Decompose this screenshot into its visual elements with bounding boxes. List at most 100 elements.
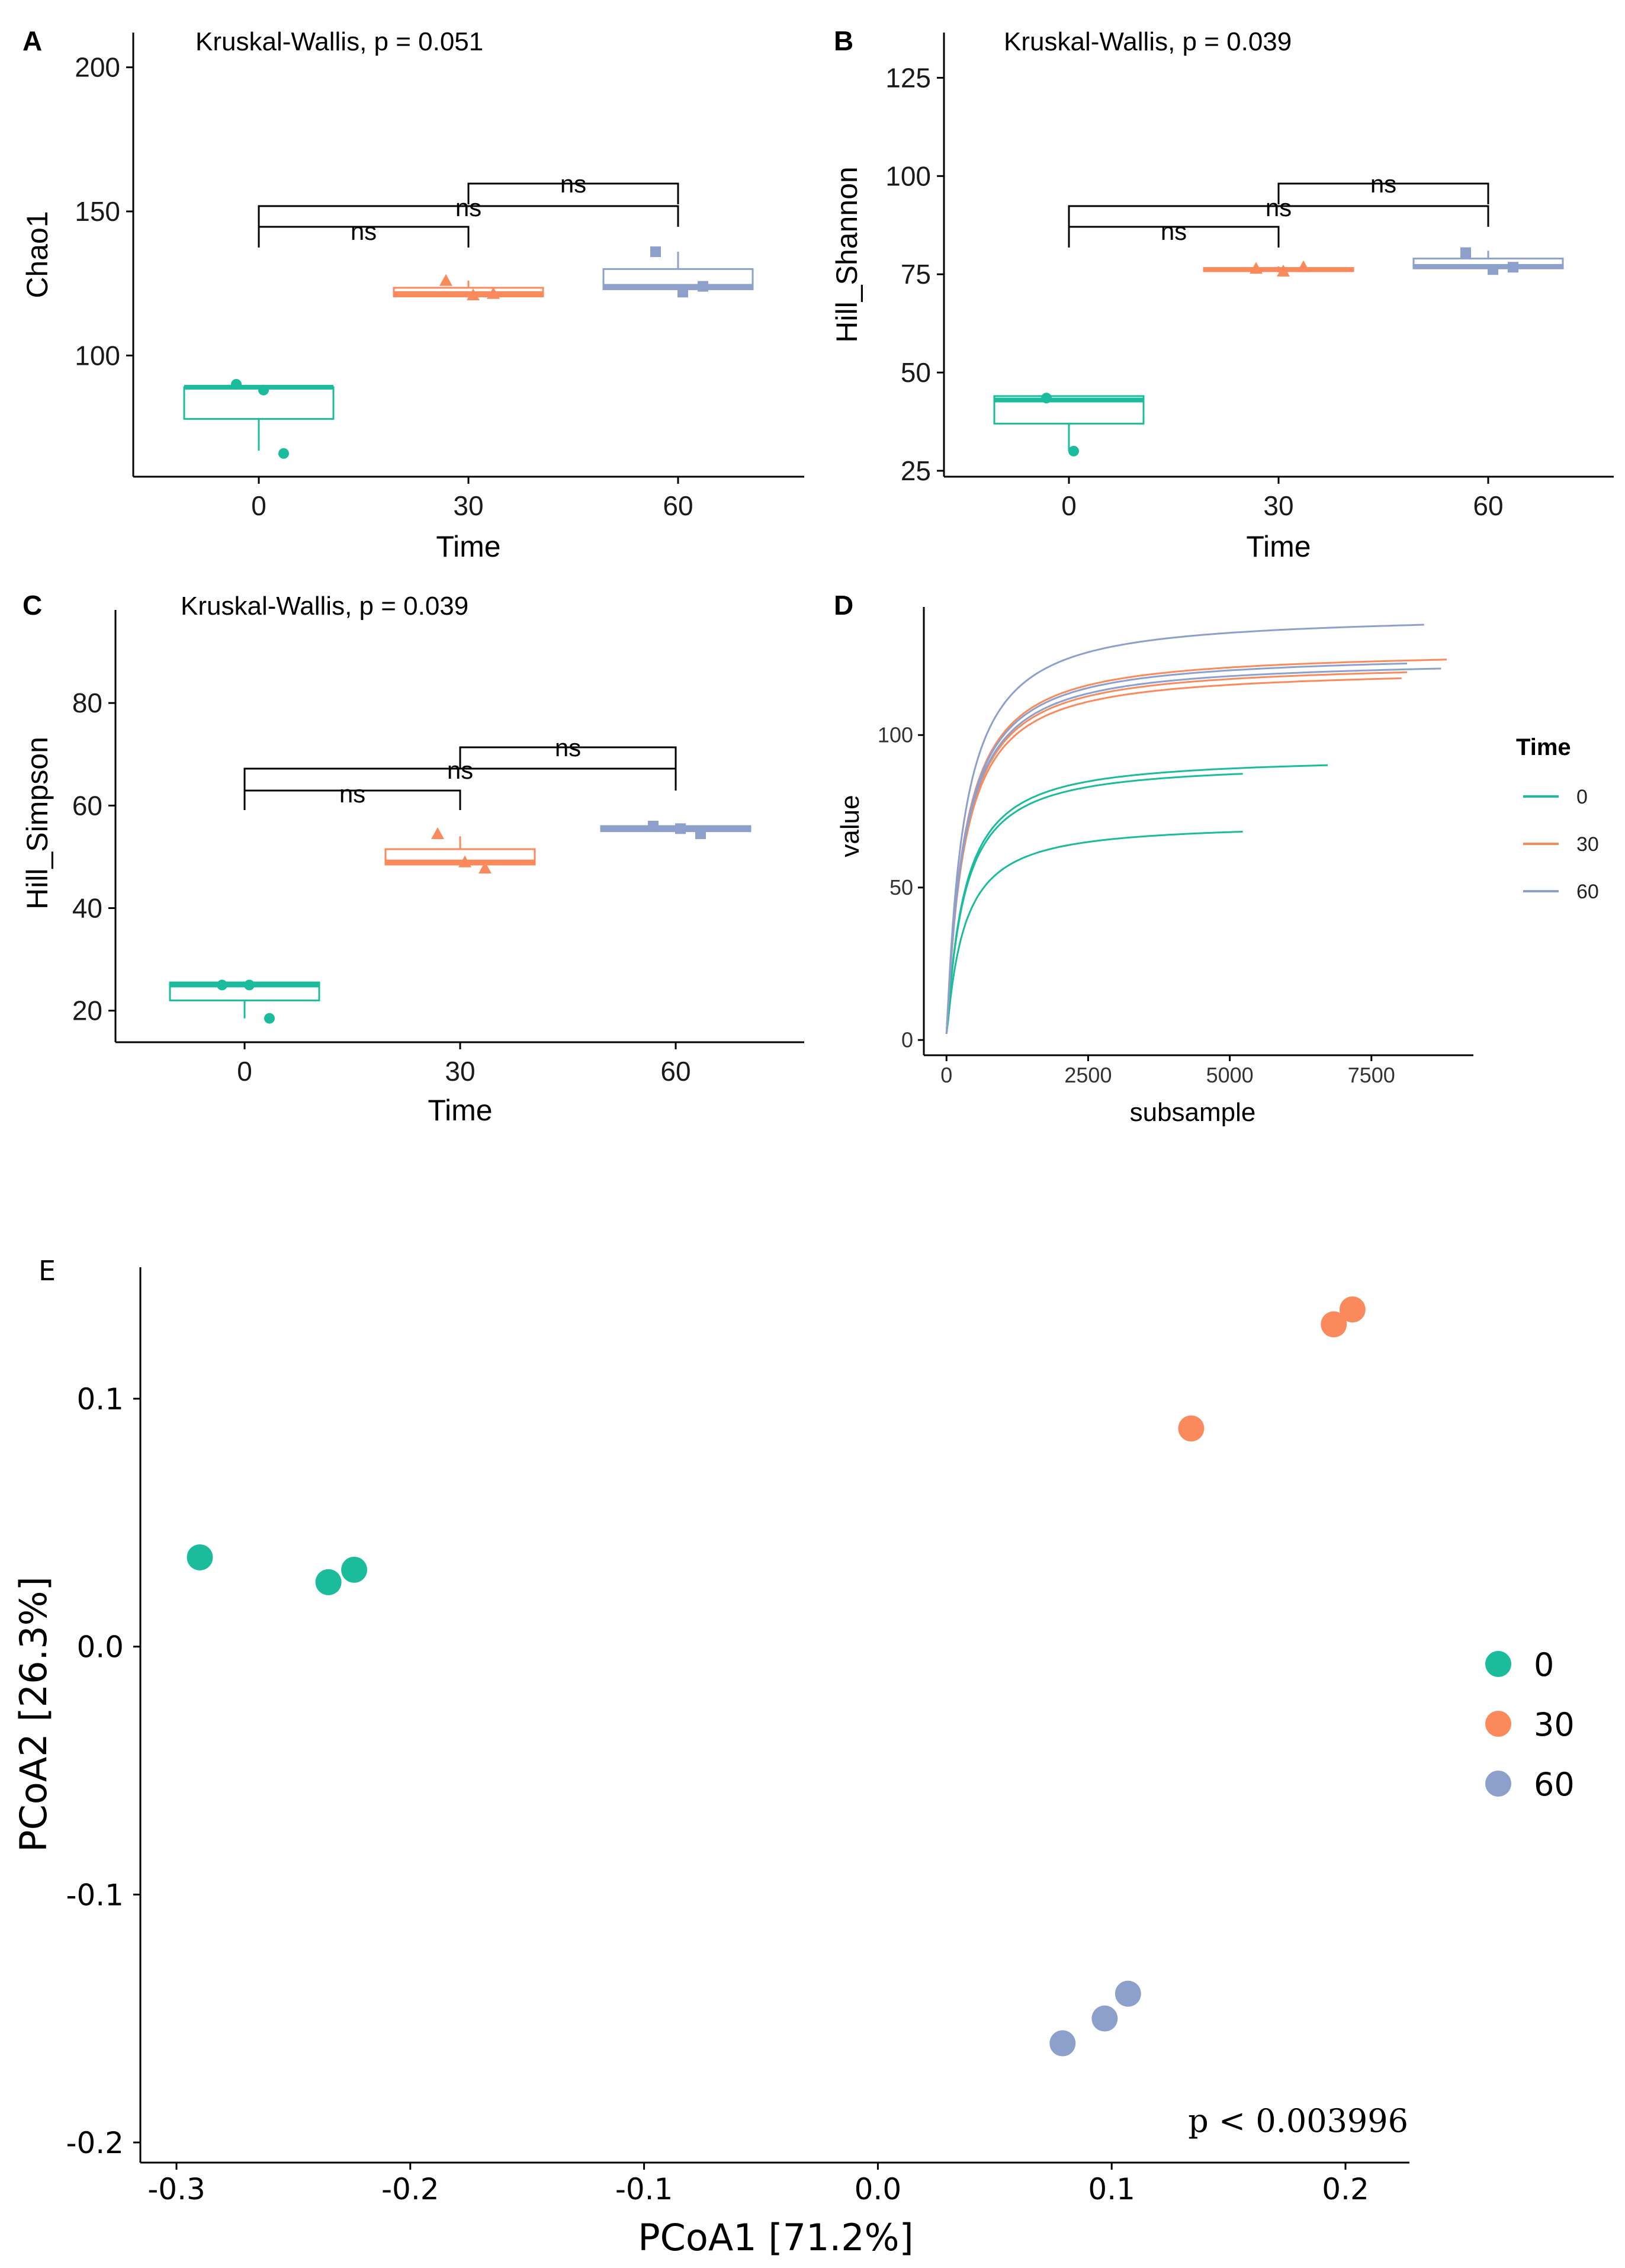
y-tick-label: 200 <box>75 52 120 83</box>
y-tick-label: 75 <box>901 259 931 290</box>
comparison-bracket <box>243 789 461 810</box>
y-axis-title: Chao1 <box>21 211 54 298</box>
comparison-bracket <box>1068 205 1489 227</box>
comparison-label: ns <box>560 170 586 198</box>
legend-label: 30 <box>1576 833 1599 856</box>
panel-letter: E <box>38 1255 56 1287</box>
x-tick-label: 60 <box>1473 490 1503 521</box>
panel-A: A Kruskal-Wallis, p = 0.051 100 150 200 0 30 60… <box>21 25 804 563</box>
box-body <box>169 981 320 1001</box>
data-point <box>1460 247 1471 258</box>
x-tick-label: 60 <box>660 1056 691 1087</box>
panel-D: D 0 50 100 0 2500 5000 7500 subsample value Time 0 3… <box>834 590 1599 1127</box>
legend-swatch <box>1485 1771 1511 1797</box>
x-axis-title: subsample <box>1130 1098 1256 1127</box>
rarefaction-line <box>945 658 1447 1035</box>
box-body <box>993 395 1145 425</box>
data-point <box>467 288 480 301</box>
y-tick-label: 0 <box>901 1027 913 1052</box>
legend-label: 60 <box>1576 881 1599 903</box>
data-point <box>650 246 661 258</box>
y-tick-label: 50 <box>901 357 931 388</box>
scatter-point <box>1321 1311 1347 1338</box>
x-tick-label: 0 <box>251 490 266 521</box>
data-point <box>231 379 242 390</box>
data-point <box>648 821 659 831</box>
y-tick-label: 25 <box>901 455 931 486</box>
y-tick-label: 40 <box>72 893 102 924</box>
legend-swatch <box>1485 1651 1511 1677</box>
panel-letter: C <box>23 590 42 621</box>
scatter-point <box>1115 1980 1141 2007</box>
comparison-label: ns <box>351 217 377 245</box>
x-tick-label: 0 <box>237 1056 252 1087</box>
y-axis-title: PCoA2 [26.3%] <box>12 1576 55 1852</box>
rarefaction-line <box>945 667 1441 1035</box>
x-tick-label: -0.2 <box>381 2172 439 2206</box>
data-point <box>698 281 708 292</box>
comparison-label: ns <box>555 734 581 762</box>
data-point <box>1277 264 1290 277</box>
comparison-label: ns <box>1370 170 1396 198</box>
x-tick-label: 7500 <box>1348 1063 1395 1087</box>
y-tick-label: 20 <box>72 995 102 1026</box>
legend-label: 0 <box>1576 786 1588 808</box>
rarefaction-line <box>945 662 1408 1035</box>
comparison-bracket <box>258 226 470 248</box>
y-axis-title: Hill_Shannon <box>830 166 863 342</box>
y-tick-label: 125 <box>885 62 931 93</box>
panel-B: B Kruskal-Wallis, p = 0.039 25 50 75 100 125 0 3… <box>830 25 1614 563</box>
y-axis-title: Hill_Simpson <box>21 737 54 910</box>
scatter-point <box>1091 2005 1118 2032</box>
y-tick-label: 80 <box>72 688 102 718</box>
data-point <box>439 274 452 286</box>
x-axis-title: PCoA1 [71.2%] <box>638 2216 914 2259</box>
data-point <box>217 979 227 991</box>
panel-letter: A <box>23 25 42 56</box>
comparison-bracket <box>1068 226 1280 248</box>
comparison-label: ns <box>1161 217 1187 245</box>
panel-letter: D <box>834 590 853 621</box>
y-tick-label: 0.1 <box>76 1382 124 1416</box>
test-annotation: Kruskal-Wallis, p = 0.039 <box>1004 27 1292 56</box>
data-point <box>1488 264 1498 275</box>
rarefaction-line <box>945 764 1328 1035</box>
data-point <box>478 862 492 873</box>
y-tick-label: 0.0 <box>76 1630 124 1665</box>
legend-label: 30 <box>1534 1706 1575 1743</box>
data-point <box>278 448 289 459</box>
scatter-point <box>1049 2030 1076 2057</box>
x-tick-label: 30 <box>445 1056 475 1087</box>
x-tick-label: 0.1 <box>1088 2172 1135 2206</box>
y-axis-title: value <box>836 795 865 857</box>
data-point <box>264 1013 275 1024</box>
legend-label: 0 <box>1534 1646 1554 1684</box>
x-tick-label: 30 <box>453 490 483 521</box>
y-tick-label: 100 <box>75 340 120 371</box>
test-annotation: Kruskal-Wallis, p = 0.051 <box>195 27 483 56</box>
data-point <box>258 384 269 396</box>
y-tick-label: 60 <box>72 790 102 821</box>
panel-letter: B <box>834 25 853 56</box>
data-point <box>1068 445 1079 457</box>
legend-swatch <box>1485 1711 1511 1737</box>
x-tick-label: 60 <box>663 490 693 521</box>
data-point <box>677 287 688 298</box>
panel-E: E -0.2 -0.1 0.0 0.1 -0.3 -0.2 -0.1 0.0 0.1 0.2 PCoA… <box>12 1255 1575 2259</box>
legend-label: 60 <box>1534 1766 1575 1803</box>
legend-title: Time <box>1516 734 1571 760</box>
y-tick-label: 100 <box>878 722 913 747</box>
comparison-bracket <box>459 746 677 769</box>
data-point <box>244 979 255 991</box>
scatter-point <box>1178 1415 1205 1442</box>
x-tick-label: 0 <box>1061 490 1077 521</box>
x-tick-label: -0.1 <box>615 2172 673 2206</box>
comparison-label: ns <box>339 780 365 808</box>
p-value-annotation: p < 0.003996 <box>1188 2102 1408 2139</box>
scatter-point <box>315 1569 342 1595</box>
panel-C: C Kruskal-Wallis, p = 0.039 20 40 60 80 0 30 60 T… <box>21 590 804 1127</box>
x-tick-label: 2500 <box>1064 1063 1112 1087</box>
test-annotation: Kruskal-Wallis, p = 0.039 <box>181 592 468 621</box>
data-point <box>675 823 686 834</box>
